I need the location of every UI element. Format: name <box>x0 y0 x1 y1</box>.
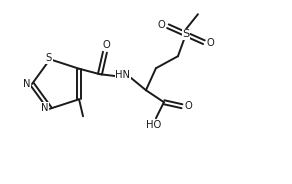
Text: S: S <box>46 53 52 63</box>
Text: O: O <box>157 20 165 30</box>
Text: N: N <box>41 103 49 113</box>
Text: HN: HN <box>115 70 131 80</box>
Text: O: O <box>184 101 192 111</box>
Text: O: O <box>102 40 110 50</box>
Text: O: O <box>206 38 214 48</box>
Text: N: N <box>23 79 31 89</box>
Text: HO: HO <box>146 120 161 130</box>
Text: S: S <box>182 29 190 39</box>
